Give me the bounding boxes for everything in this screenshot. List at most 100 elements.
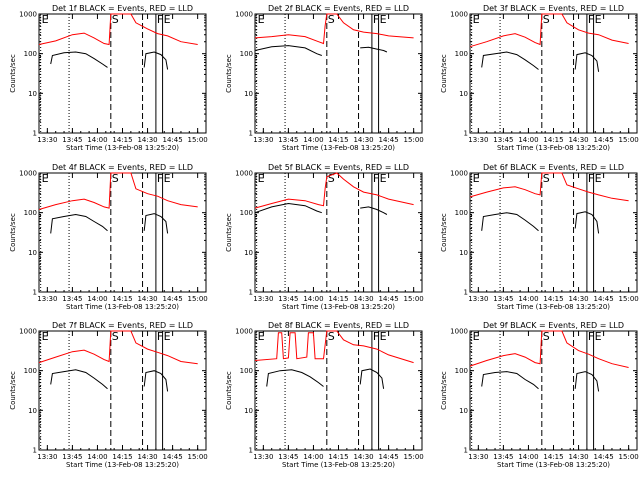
- events-rate-line: [50, 213, 108, 234]
- lld-rate-line: [38, 13, 198, 46]
- x-tick-label: 14:45: [163, 453, 183, 461]
- events-rate-line: [254, 202, 322, 214]
- x-tick-label: 15:00: [404, 295, 424, 303]
- panel-title: Det 3f BLACK = Events, RED = LLD: [483, 4, 624, 13]
- event-marker-label: S: [543, 330, 550, 343]
- event-marker-label: E: [258, 172, 265, 185]
- x-tick-label: 14:15: [112, 295, 132, 303]
- x-tick-label: 13:45: [493, 295, 513, 303]
- y-tick-label: 100: [24, 367, 37, 375]
- x-tick-label: 14:30: [137, 136, 157, 144]
- event-marker-label: E: [164, 172, 171, 185]
- panel-7: Det 7f BLACK = Events, RED = LLD 1 10 100 10…: [9, 321, 208, 469]
- plot-frame: [469, 330, 638, 451]
- events-rate-line: [481, 371, 539, 390]
- event-marker-label: E: [164, 13, 171, 26]
- x-tick-label: 15:00: [619, 136, 639, 144]
- panel-title: Det 1f BLACK = Events, RED = LLD: [52, 4, 193, 13]
- x-tick-label: 14:00: [303, 453, 323, 461]
- events-rate-line: [360, 206, 388, 215]
- x-tick-label: 14:45: [594, 136, 614, 144]
- plot-frame: [254, 172, 423, 293]
- x-tick-label: 13:45: [62, 453, 82, 461]
- event-marker-label: E: [473, 172, 480, 185]
- panel-1: Det 1f BLACK = Events, RED = LLD 1 10 100 10…: [9, 4, 208, 152]
- y-tick-label: 10: [459, 90, 468, 98]
- y-tick-label: 100: [455, 209, 468, 217]
- plot-frame: [469, 13, 638, 134]
- y-tick-label: 1: [33, 130, 37, 138]
- lld-rate-line: [254, 13, 414, 45]
- y-tick-label: 10: [244, 90, 253, 98]
- plot-frame: [254, 330, 423, 451]
- y-tick-label: 10: [28, 249, 37, 257]
- x-tick-label: 14:30: [568, 453, 588, 461]
- event-marker-label: E: [164, 330, 171, 343]
- event-marker-label: S: [328, 172, 335, 185]
- events-rate-line: [574, 371, 600, 392]
- event-marker-label: F: [588, 330, 594, 343]
- x-tick-label: 13:30: [253, 453, 273, 461]
- panel-title: Det 6f BLACK = Events, RED = LLD: [483, 163, 624, 172]
- events-rate-line: [254, 45, 322, 56]
- y-axis-label: Counts/sec: [225, 213, 233, 252]
- lld-rate-line: [38, 172, 198, 210]
- x-tick-label: 13:30: [37, 295, 57, 303]
- y-tick-label: 1000: [19, 11, 37, 19]
- x-tick-label: 13:30: [468, 453, 488, 461]
- x-tick-label: 14:15: [328, 295, 348, 303]
- event-marker-label: E: [595, 330, 602, 343]
- y-tick-label: 1000: [450, 11, 468, 19]
- x-tick-label: 14:45: [379, 295, 399, 303]
- y-tick-label: 1000: [235, 170, 253, 178]
- x-tick-label: 13:45: [62, 136, 82, 144]
- event-marker-label: F: [373, 13, 379, 26]
- y-tick-label: 1000: [450, 328, 468, 336]
- x-axis-label: Start Time (13-Feb-08 13:25:20): [282, 303, 395, 311]
- x-tick-label: 13:45: [278, 453, 298, 461]
- lld-rate-line: [469, 13, 629, 48]
- x-tick-label: 14:30: [353, 295, 373, 303]
- plot-frame: [38, 172, 207, 293]
- x-tick-label: 14:00: [518, 453, 538, 461]
- x-tick-label: 14:45: [379, 136, 399, 144]
- plot-frame: [469, 172, 638, 293]
- event-marker-label: E: [42, 13, 49, 26]
- x-tick-label: 15:00: [404, 453, 424, 461]
- x-tick-label: 14:45: [594, 453, 614, 461]
- y-axis-label: Counts/sec: [440, 371, 448, 410]
- x-axis-label: Start Time (13-Feb-08 13:25:20): [282, 461, 395, 469]
- y-axis-label: Counts/sec: [440, 54, 448, 93]
- x-tick-label: 14:30: [353, 136, 373, 144]
- x-tick-label: 15:00: [619, 453, 639, 461]
- x-axis-label: Start Time (13-Feb-08 13:25:20): [66, 461, 179, 469]
- y-tick-label: 1: [33, 289, 37, 297]
- x-axis-label: Start Time (13-Feb-08 13:25:20): [66, 144, 179, 152]
- x-tick-label: 13:30: [37, 136, 57, 144]
- events-rate-line: [360, 46, 388, 53]
- panel-title: Det 2f BLACK = Events, RED = LLD: [268, 4, 409, 13]
- event-marker-label: F: [157, 172, 163, 185]
- y-tick-label: 1: [464, 289, 468, 297]
- x-tick-label: 13:30: [37, 453, 57, 461]
- x-tick-label: 14:00: [303, 136, 323, 144]
- y-tick-label: 10: [28, 407, 37, 415]
- panel-6: Det 6f BLACK = Events, RED = LLD 1 10 100 10…: [440, 163, 639, 311]
- x-axis-label: Start Time (13-Feb-08 13:25:20): [497, 303, 610, 311]
- x-tick-label: 13:45: [62, 295, 82, 303]
- y-tick-label: 1000: [19, 170, 37, 178]
- x-tick-label: 14:15: [543, 453, 563, 461]
- x-tick-label: 14:15: [328, 136, 348, 144]
- y-tick-label: 1: [33, 447, 37, 455]
- y-tick-label: 100: [455, 50, 468, 58]
- x-tick-label: 13:45: [278, 136, 298, 144]
- x-tick-label: 13:30: [253, 295, 273, 303]
- event-marker-label: S: [112, 13, 119, 26]
- events-rate-line: [481, 212, 539, 232]
- lld-rate-line: [254, 330, 414, 364]
- panel-title: Det 9f BLACK = Events, RED = LLD: [483, 321, 624, 330]
- event-marker-label: E: [595, 13, 602, 26]
- event-marker-label: F: [157, 13, 163, 26]
- y-axis-label: Counts/sec: [9, 371, 17, 410]
- y-tick-label: 1000: [235, 11, 253, 19]
